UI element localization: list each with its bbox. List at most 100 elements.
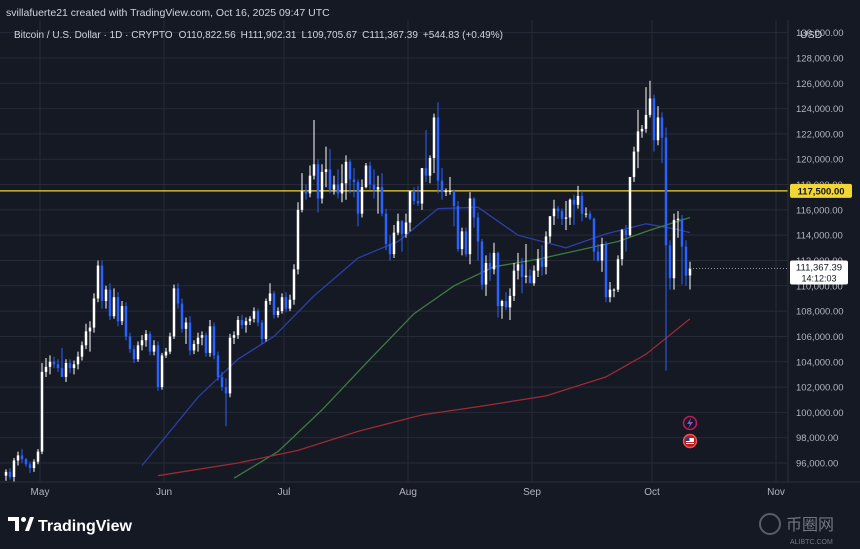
candle-body — [284, 297, 288, 309]
candle-body — [264, 300, 268, 339]
close-label: C — [362, 30, 369, 41]
candle — [424, 130, 428, 183]
candle — [380, 173, 384, 217]
candle-body — [152, 345, 156, 352]
candle — [408, 190, 412, 232]
candle — [160, 352, 164, 390]
candle-body — [288, 299, 292, 309]
time-tick-label: Aug — [399, 487, 417, 498]
level-tag-text: 117,500.00 — [797, 186, 844, 197]
candle-body — [576, 195, 580, 205]
candle — [528, 269, 532, 284]
close-value: 111,367.39 — [369, 30, 418, 41]
candle — [520, 257, 524, 294]
candle — [440, 168, 444, 200]
candle-body — [80, 345, 84, 357]
candle — [96, 260, 100, 303]
time-axis[interactable]: May Jun Jul Aug Sep Oct Nov — [31, 487, 785, 498]
candle — [252, 307, 256, 323]
candle — [540, 245, 544, 276]
candle-body — [212, 326, 216, 356]
candle — [536, 249, 540, 277]
candle-body — [352, 179, 356, 183]
brand-name: TradingView — [38, 518, 133, 535]
candle — [464, 227, 468, 257]
candle — [48, 355, 52, 375]
flag-icon[interactable] — [682, 433, 698, 449]
candle — [168, 332, 172, 355]
candle — [120, 300, 124, 326]
candle — [532, 265, 536, 286]
tradingview-logo[interactable]: TradingView — [8, 517, 133, 535]
candle — [524, 244, 528, 284]
price-tick-label: 124,000.00 — [796, 104, 844, 115]
lightning-icon[interactable] — [682, 415, 698, 431]
candle-body — [8, 471, 12, 477]
candle — [112, 288, 116, 319]
candle — [232, 331, 236, 345]
candle — [516, 252, 520, 280]
candle-body — [108, 289, 112, 317]
candle-body — [596, 251, 600, 261]
candle-body — [52, 361, 56, 365]
open-label: O — [179, 30, 187, 41]
candle-body — [60, 368, 64, 377]
candle-body — [520, 264, 524, 277]
candle — [12, 457, 16, 482]
time-tick-label: Jun — [156, 487, 172, 498]
candle — [624, 225, 628, 252]
price-tick-label: 120,000.00 — [796, 155, 844, 166]
price-tick-label: 108,000.00 — [796, 307, 844, 318]
candle-body — [640, 128, 644, 132]
price-tick-label: 102,000.00 — [796, 383, 844, 394]
candle-body — [340, 183, 344, 194]
candle — [84, 323, 88, 350]
candle-body — [336, 184, 340, 194]
candle-body — [76, 356, 80, 365]
candle — [264, 298, 268, 342]
price-tick-label: 104,000.00 — [796, 357, 844, 368]
candle-body — [68, 363, 72, 369]
candle — [448, 176, 452, 195]
candle-body — [504, 300, 508, 308]
candle — [352, 168, 356, 198]
candle-body — [72, 364, 76, 369]
candle — [340, 164, 344, 203]
candle-body — [168, 336, 172, 352]
candle — [108, 283, 112, 320]
candle — [560, 208, 564, 226]
candle-body — [120, 306, 124, 322]
candle — [312, 119, 316, 180]
candle-body — [624, 230, 628, 236]
candle — [208, 319, 212, 357]
candle-body — [412, 190, 416, 202]
candle — [320, 164, 324, 204]
candle — [196, 332, 200, 352]
candle-body — [684, 246, 688, 276]
candle — [240, 314, 244, 329]
candle — [304, 184, 308, 200]
candle — [68, 359, 72, 374]
candle — [180, 298, 184, 333]
candle-body — [160, 355, 164, 388]
time-tick-label: Sep — [523, 487, 541, 498]
candle — [636, 109, 640, 169]
candle-body — [552, 208, 556, 217]
candle — [328, 149, 332, 194]
candle — [488, 252, 492, 281]
candle-body — [348, 161, 352, 180]
ma-short-line — [141, 206, 691, 466]
candle-body — [188, 322, 192, 351]
candle — [648, 80, 652, 118]
candle — [236, 316, 240, 339]
candle — [220, 371, 224, 391]
candle-body — [196, 337, 200, 345]
candle-body — [548, 216, 552, 237]
candle-body — [84, 331, 88, 346]
candle — [60, 347, 64, 377]
candle — [684, 240, 688, 286]
candle-body — [216, 355, 220, 377]
